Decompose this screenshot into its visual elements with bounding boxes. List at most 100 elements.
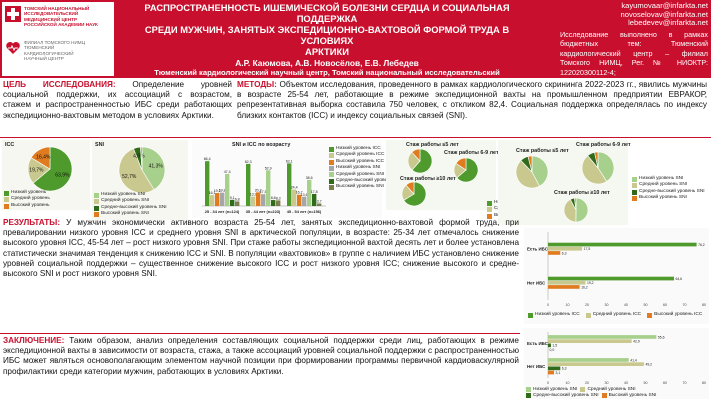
stazh-icc-pie-slice	[455, 157, 467, 171]
goal-text: Определение уровней социальной поддержки…	[3, 80, 232, 120]
stazh-icc-title-3: Стаж работы ≥10 лет	[400, 176, 456, 182]
age-bar-value-label: 9,1	[230, 196, 235, 200]
icc-pie-title: ICC	[5, 142, 15, 148]
ihd-sni-category-label: Есть ИБС	[527, 341, 549, 346]
stazh-sni-pie-slice	[563, 199, 577, 223]
goal-label: ЦЕЛЬ ИССЛЕДОВАНИЯ:	[3, 80, 116, 89]
ihd-icc-category-label: Есть ИБС	[527, 247, 549, 252]
ihd-icc-tick-label: 20	[585, 303, 589, 307]
age-bar-value-label: 8,8	[271, 196, 276, 200]
ihd-sni-value-label: 41,4	[630, 358, 637, 362]
age-bar-category-label: 25 - 34 лет (n=124)	[205, 209, 240, 214]
ihd-sni-category-label: Нет ИБС	[527, 364, 546, 369]
age-bar-value-label: 47,4	[224, 170, 231, 174]
age-bar-value-label: 38,6	[306, 176, 313, 180]
sni-pie-slice	[118, 148, 155, 194]
age-bar-value-label: 62,3	[245, 160, 252, 164]
sni-pie-title: SNI	[95, 142, 104, 148]
icc-pie-legend: Низкий уровень Средний уровень Высокий у…	[4, 190, 50, 209]
age-bar-value-label: 13,9	[250, 193, 257, 197]
ihd-sni-value-label: 55,6	[658, 335, 665, 339]
ihd-icc-value-label: 64,6	[675, 277, 682, 281]
age-bar	[251, 196, 256, 206]
stazh-icc-title-2: Стаж работы 6-9 лет	[444, 150, 499, 156]
emails: kayumovaar@infarkta.net novoselovav@infa…	[620, 1, 709, 28]
ihd-icc-bar	[548, 246, 583, 251]
age-bar	[276, 200, 281, 206]
ihd-icc-bar	[548, 242, 697, 247]
ihd-icc-tick-label: 40	[624, 303, 628, 307]
ihd-icc-chart: 0 10 20 30 40 50 60 70 80 76,2 17,5 6,3 Есть ИБС 64,6…	[527, 232, 706, 307]
age-bar	[256, 192, 261, 206]
age-bar-category-label: 35 - 44 лет (n=223)	[246, 209, 281, 214]
ihd-sni-value-label: 1,5	[552, 344, 557, 348]
nimc-logo: ТОМСКИЙ НАЦИОНАЛЬНЫЙ ИССЛЕДОВАТЕЛЬСКИЙ М…	[5, 6, 110, 28]
funding-note: Исследование выполнено в рамках бюджетны…	[560, 30, 708, 77]
ihd-sni-tick-label: 20	[585, 381, 589, 385]
age-bar	[225, 174, 230, 206]
age-bar	[287, 163, 292, 206]
stazh-icc-panel: Стаж работы ≤5 лет Стаж работы 6-9 лет С…	[386, 140, 499, 210]
divider	[0, 333, 520, 334]
age-bar-value-label: 66,4	[204, 157, 211, 161]
ihd-sni-bar	[548, 366, 561, 371]
ihd-sni-tick-label: 80	[702, 381, 706, 385]
stazh-sni-pie-slice	[594, 151, 599, 169]
stazh-icc-pie-slice	[403, 181, 427, 207]
age-bar-chart: 66,4 16,119,219,8 47,4 9,1 6,8 25 - 34 лет (n…	[202, 157, 326, 214]
age-bar	[261, 194, 266, 206]
sni-pie-slice-label: 41,3%	[149, 164, 164, 170]
methods-label: МЕТОДЫ:	[237, 80, 277, 89]
ihd-icc-bar	[548, 280, 586, 285]
stazh-sni-title-3: Стаж работы ≥10 лет	[554, 190, 610, 196]
icc-pie-slice	[32, 146, 73, 192]
ihd-sni-value-label: 42,9	[633, 340, 640, 344]
stazh-sni-pie-slice	[575, 197, 589, 223]
icc-pie-chart: 63,9% 19,7% 16,4%	[27, 146, 73, 192]
stazh-sni-legend: Низкий уровень SNI Средний уровень SNI С…	[632, 176, 705, 202]
ihd-icc-tick-label: 50	[644, 303, 648, 307]
sni-pie-slice-label: 52,7%	[122, 174, 137, 180]
logo-block: ТОМСКИЙ НАЦИОНАЛЬНЫЙ ИССЛЕДОВАТЕЛЬСКИЙ М…	[2, 2, 114, 76]
ihd-icc-value-label: 16,2	[581, 285, 588, 289]
stazh-icc-charts	[401, 148, 479, 207]
age-bar-value-label: 16,1	[209, 191, 216, 195]
branch-logo: ФИЛИАЛ ТОМСКОГО НИМЦ ТЮМЕНСКИЙ КАРДИОЛОГ…	[5, 40, 110, 62]
age-bar-value-label: 19,8	[219, 189, 226, 193]
sni-pie-panel: SNI 41,3% 52,7% 4,9% Низкий уровень SNI Ср…	[92, 140, 188, 220]
title-block: РАСПРОСТРАНЕННОСТЬ ИШЕМИЧЕСКОЙ БОЛЕЗНИ С…	[118, 2, 536, 87]
age-bar	[246, 163, 251, 206]
sni-pie-slice	[140, 146, 143, 171]
email-link[interactable]: novoselovav@infarkta.net	[620, 9, 709, 19]
heart-logo-icon	[6, 42, 20, 54]
divider	[0, 137, 711, 138]
icc-pie-slice	[30, 146, 51, 170]
icc-pie-slice-label: 19,7%	[29, 168, 44, 174]
age-bar-value-label: 8,3	[276, 196, 281, 200]
age-bar-legend: Низкий уровень ICC Средний уровень ICC В…	[329, 146, 402, 191]
ihd-sni-bar	[548, 370, 555, 375]
stazh-sni-pie-slice	[574, 197, 577, 211]
stazh-icc-title-1: Стаж работы ≤5 лет	[406, 142, 459, 148]
results-section: РЕЗУЛЬТАТЫ: У мужчин экономически активн…	[3, 218, 519, 279]
poster-header: ТОМСКИЙ НАЦИОНАЛЬНЫЙ ИССЛЕДОВАТЕЛЬСКИЙ М…	[0, 0, 711, 86]
ihd-icc-legend: Низкий уровень ICC Средний уровень ICC В…	[528, 312, 702, 318]
age-bar-category-label: 45 - 54 лет (n=156)	[287, 209, 322, 214]
ihd-icc-value-label: 17,5	[584, 247, 591, 251]
email-link[interactable]: kayumovaar@infarkta.net	[621, 1, 708, 10]
branch-logo-text: ФИЛИАЛ ТОМСКОГО НИМЦ ТЮМЕНСКИЙ КАРДИОЛОГ…	[24, 40, 86, 62]
stazh-icc-pie-slice	[411, 148, 433, 174]
age-bar	[230, 199, 235, 206]
nimc-logo-icon	[5, 6, 21, 22]
age-bar-value-label: 52,9	[265, 166, 272, 170]
ihd-sni-tick-label: 40	[624, 381, 628, 385]
age-bar	[317, 203, 322, 206]
ihd-sni-legend: Низкий уровень SNI Средний уровень SNI С…	[526, 387, 709, 399]
age-bar-value-label: 63,1	[286, 159, 293, 163]
age-bar	[297, 194, 302, 206]
ihd-icc-bar	[548, 251, 561, 255]
email-link[interactable]: lebedevev@infarkta.net	[628, 18, 708, 28]
ihd-sni-bar	[548, 343, 551, 348]
age-bar-value-label: 6,8	[235, 197, 240, 201]
